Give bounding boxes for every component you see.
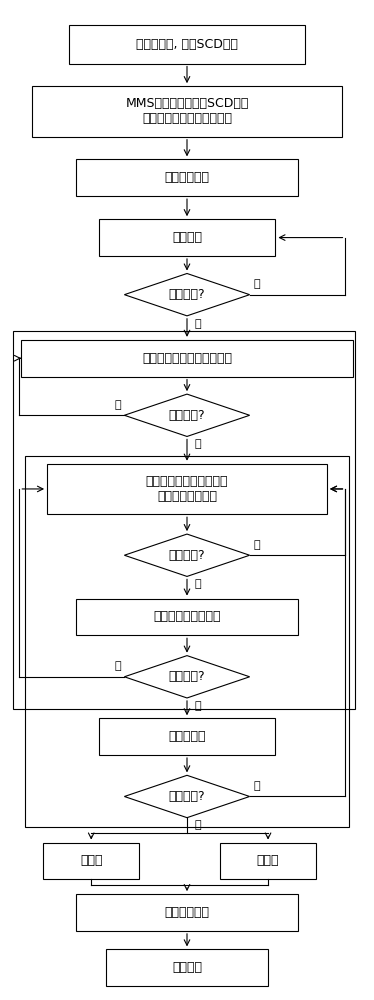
Bar bbox=[106, 949, 268, 986]
Text: 变电站建模, 生成SCD文件: 变电站建模, 生成SCD文件 bbox=[136, 38, 238, 51]
Text: 预演成功?: 预演成功? bbox=[169, 790, 205, 803]
Text: 获取成功?: 获取成功? bbox=[169, 409, 205, 422]
Bar bbox=[13, 331, 355, 709]
Text: 校验通过?: 校验通过? bbox=[169, 670, 205, 683]
Text: 是: 是 bbox=[194, 820, 201, 830]
Text: 获取成功?: 获取成功? bbox=[169, 549, 205, 562]
Text: 是: 是 bbox=[194, 319, 201, 329]
Bar bbox=[76, 599, 298, 635]
Polygon shape bbox=[125, 775, 249, 818]
Bar bbox=[99, 219, 275, 256]
Bar bbox=[47, 464, 327, 514]
Text: 正测试: 正测试 bbox=[80, 854, 102, 867]
Text: 校验操作票文件格式: 校验操作票文件格式 bbox=[153, 610, 221, 623]
Polygon shape bbox=[125, 273, 249, 316]
Text: 是: 是 bbox=[194, 579, 201, 589]
Bar bbox=[76, 159, 298, 196]
Text: 释放连接: 释放连接 bbox=[172, 961, 202, 974]
Text: 否: 否 bbox=[114, 661, 121, 671]
Text: 是: 是 bbox=[194, 701, 201, 711]
Bar bbox=[99, 718, 275, 755]
Bar bbox=[69, 25, 305, 64]
Bar bbox=[21, 340, 353, 377]
Text: 连接成功?: 连接成功? bbox=[169, 288, 205, 301]
Polygon shape bbox=[125, 534, 249, 576]
Text: 建立连接: 建立连接 bbox=[172, 231, 202, 244]
Text: 选择间隔，获取当前运行态: 选择间隔，获取当前运行态 bbox=[142, 352, 232, 365]
Text: 否: 否 bbox=[114, 400, 121, 410]
Text: 否: 否 bbox=[253, 540, 260, 550]
Bar bbox=[43, 843, 139, 879]
Text: 否: 否 bbox=[253, 279, 260, 289]
Polygon shape bbox=[125, 394, 249, 436]
Text: 否: 否 bbox=[253, 781, 260, 791]
Text: 防误核查结束: 防误核查结束 bbox=[165, 906, 209, 919]
Text: MMS模拟服务器导入SCD文件
实现仿真服务系统快速建模: MMS模拟服务器导入SCD文件 实现仿真服务系统快速建模 bbox=[125, 97, 249, 125]
Text: 负测试: 负测试 bbox=[257, 854, 279, 867]
Text: 选择目标态，获取操作票
（源态为当前态）: 选择目标态，获取操作票 （源态为当前态） bbox=[146, 475, 228, 503]
Text: 是: 是 bbox=[194, 439, 201, 449]
Text: 防误核查开始: 防误核查开始 bbox=[165, 171, 209, 184]
Bar bbox=[32, 86, 342, 137]
Bar bbox=[220, 843, 316, 879]
Text: 操作票预演: 操作票预演 bbox=[168, 730, 206, 743]
Polygon shape bbox=[125, 656, 249, 698]
Bar bbox=[76, 894, 298, 931]
Bar bbox=[25, 456, 349, 827]
